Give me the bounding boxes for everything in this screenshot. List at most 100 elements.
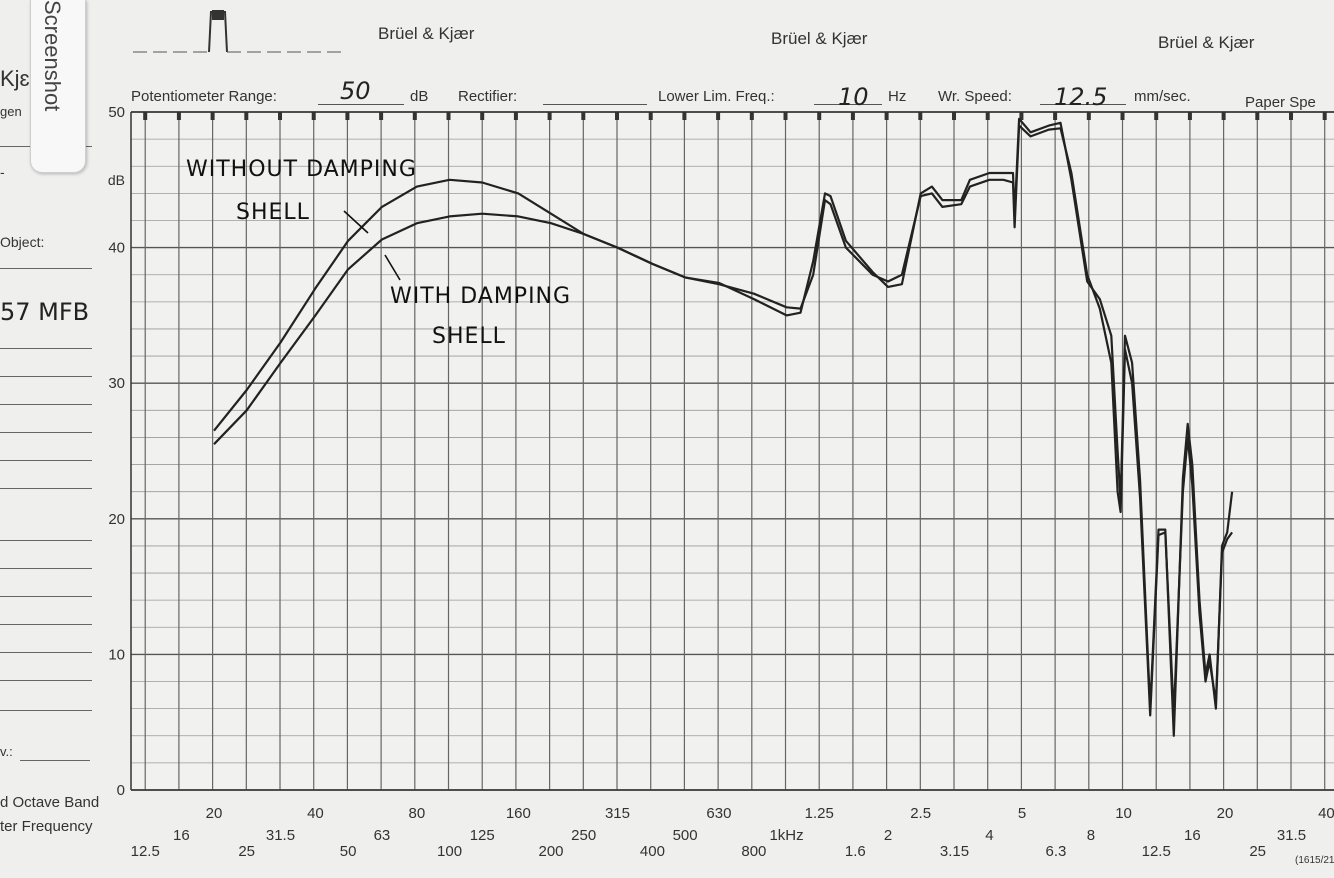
tick-mark-top xyxy=(952,112,957,120)
x-tick-label: 10 xyxy=(1115,805,1132,822)
octave-band-label: d Octave Band xyxy=(0,794,100,811)
x-tick-label: 400 xyxy=(640,843,665,860)
speed-unit: mm/sec. xyxy=(1134,88,1191,105)
object-label: Object: xyxy=(0,234,45,250)
rectifier-label: Rectifier: xyxy=(458,88,518,105)
x-tick-label: 250 xyxy=(571,827,596,844)
tick-mark-top xyxy=(1086,112,1091,120)
tick-mark-top xyxy=(244,112,249,120)
x-tick-label: 4 xyxy=(985,827,993,844)
x-tick-label: 20 xyxy=(1217,805,1234,822)
tick-mark-top xyxy=(480,112,485,120)
header-pulse-glyph xyxy=(133,6,343,56)
tick-mark-top xyxy=(1289,112,1294,120)
tick-mark-top xyxy=(918,112,923,120)
object-value: 57 MFB xyxy=(0,298,90,326)
x-tick-label: 25 xyxy=(1249,843,1266,860)
annotation-arrow-with xyxy=(384,254,401,281)
tick-mark-top xyxy=(446,112,451,120)
x-tick-label: 800 xyxy=(741,843,766,860)
chart-grid xyxy=(130,111,1334,791)
x-tick-label: 6.3 xyxy=(1046,843,1067,860)
lower-freq-value: 10 xyxy=(838,83,869,111)
x-tick-label: 315 xyxy=(605,805,630,822)
annotation-with-line1: WITH DAMPING xyxy=(390,284,572,309)
tick-mark-top xyxy=(615,112,620,120)
left-kj-text: Kjɛ xyxy=(0,66,30,91)
left-dash: - xyxy=(0,164,5,180)
tick-mark-top xyxy=(1221,112,1226,120)
tick-mark-top xyxy=(143,112,148,120)
tick-mark-top xyxy=(1255,112,1260,120)
x-tick-suffix: (1615/21 xyxy=(1295,855,1334,866)
tick-mark-top xyxy=(985,112,990,120)
tick-mark-top xyxy=(648,112,653,120)
x-tick-label: 200 xyxy=(538,843,563,860)
x-tick-label: 2 xyxy=(884,827,892,844)
chart-series xyxy=(213,117,1234,737)
x-tick-label: 31.5 xyxy=(1277,827,1306,844)
potentiometer-label: Potentiometer Range: xyxy=(131,88,277,105)
y-unit-label: dB xyxy=(108,172,125,188)
x-tick-label: 25 xyxy=(238,843,255,860)
speed-label: Wr. Speed: xyxy=(938,88,1012,105)
left-gen-text: gen xyxy=(0,104,22,119)
tick-mark-top xyxy=(278,112,283,120)
tick-mark-top xyxy=(817,112,822,120)
paper-speed-label: Paper Spe xyxy=(1245,94,1316,111)
tick-mark-top xyxy=(850,112,855,120)
lower-freq-unit: Hz xyxy=(888,88,907,105)
tick-mark-top xyxy=(1187,112,1192,120)
x-tick-label: 50 xyxy=(340,843,357,860)
center-frequency-label: ter Frequency xyxy=(0,818,93,835)
y-tick-label: 10 xyxy=(108,646,125,663)
tick-mark-top xyxy=(311,112,316,120)
y-tick-label: 40 xyxy=(108,240,125,257)
annotation-without-line1: WITHOUT DAMPING xyxy=(186,157,417,182)
annotation-without-line2: SHELL xyxy=(236,200,310,225)
x-tick-label: 1.25 xyxy=(805,805,834,822)
x-tick-label: 12.5 xyxy=(131,843,160,860)
y-tick-label: 0 xyxy=(117,782,125,799)
speed-value: 12.5 xyxy=(1054,83,1108,111)
tick-mark-top xyxy=(345,112,350,120)
potentiometer-value: 50 xyxy=(340,77,371,105)
annotation-arrows xyxy=(343,210,401,281)
tick-mark-top xyxy=(749,112,754,120)
x-tick-label: 16 xyxy=(173,827,190,844)
x-tick-label: 125 xyxy=(470,827,495,844)
screenshot-tab[interactable]: Screenshot xyxy=(30,0,86,173)
x-tick-label: 2.5 xyxy=(910,805,931,822)
annotation-arrow-without xyxy=(343,210,369,234)
tick-mark-top xyxy=(412,112,417,120)
pulse-icon xyxy=(133,10,343,53)
annotation-with-line2: SHELL xyxy=(432,324,506,349)
x-tick-label: 100 xyxy=(437,843,462,860)
potentiometer-unit: dB xyxy=(410,88,429,105)
tick-mark-top xyxy=(210,112,215,120)
brand-label-2: Brüel & Kjær xyxy=(771,29,868,48)
series-line-with-damping xyxy=(213,124,1233,717)
brand-label-3: Brüel & Kjær xyxy=(1158,33,1255,52)
x-tick-label: 1.6 xyxy=(845,843,866,860)
x-tick-label: 630 xyxy=(706,805,731,822)
tick-mark-top xyxy=(513,112,518,120)
tick-mark-top xyxy=(379,112,384,120)
x-tick-label: 160 xyxy=(506,805,531,822)
brand-label-1: Brüel & Kjær xyxy=(378,24,475,43)
tick-mark-top xyxy=(1322,112,1327,120)
tick-mark-top xyxy=(176,112,181,120)
tick-mark-top xyxy=(884,112,889,120)
y-tick-label: 30 xyxy=(108,375,125,392)
tick-mark-top xyxy=(1154,112,1159,120)
tick-mark-top xyxy=(682,112,687,120)
tick-mark-top xyxy=(1053,112,1058,120)
screenshot-tab-label: Screenshot xyxy=(40,0,65,112)
plot-area xyxy=(131,112,1334,790)
x-tick-label: 500 xyxy=(673,827,698,844)
tick-mark-top xyxy=(1019,112,1024,120)
x-tick-label: 63 xyxy=(374,827,391,844)
x-tick-label: 31.5 xyxy=(266,827,295,844)
tick-mark-top xyxy=(783,112,788,120)
